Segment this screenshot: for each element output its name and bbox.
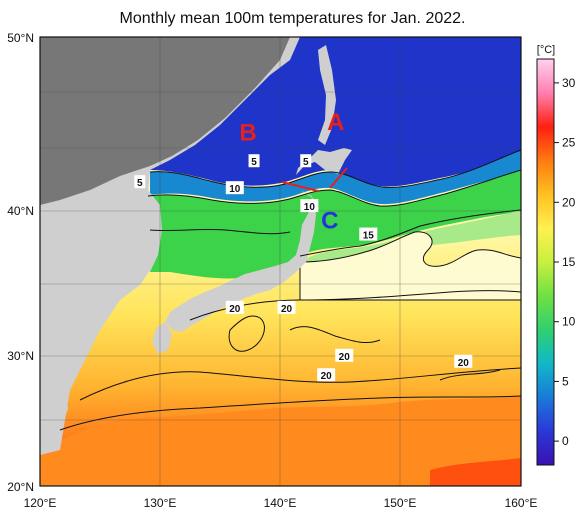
map-title: Monthly mean 100m temperatures for Jan. … [119,10,466,27]
contour-label-bg [225,300,244,314]
marker-line-a [329,167,348,189]
map-frame [39,36,522,487]
contour-label-bg [134,175,146,189]
lon-tick-label: 130°E [144,496,177,510]
hokkaido-land [296,148,352,175]
contour-label-bg [454,354,473,368]
ocean-cold-region [150,37,521,187]
contour-label: 10 [304,202,316,213]
marker-b: B [239,119,256,146]
colorbar-unit-label: [°C] [537,44,555,56]
ocean-hottest-region [430,458,521,486]
kyushu-land [152,322,172,354]
colorbar-ticks: 0 5 10 15 20 25 30 [554,76,576,448]
contour-label: 20 [339,352,351,363]
marker-a: A [327,109,344,136]
colorbar: [°C] 0 5 10 15 20 25 30 [536,44,576,466]
sakhalin-land [318,45,336,145]
lon-tick-label: 140°E [264,496,297,510]
lat-tick-label: 50°N [7,31,34,45]
contour-label: 20 [321,371,333,382]
taiwan-land [56,388,68,420]
contour-label-bg [300,199,319,213]
colorbar-tick-label: 25 [562,136,576,150]
contour-label-bg [359,227,378,241]
contour-label: 15 [363,231,375,242]
colorbar-tick-label: 15 [562,255,576,269]
contour-label-bg [317,368,336,382]
contour-label: 5 [303,157,309,168]
annotation-markers: A B C [239,109,348,235]
marker-line-b [281,181,319,192]
marker-c: C [321,208,338,235]
contour-label: 10 [229,184,241,195]
contour-label-bg [335,348,354,362]
contour-label: 5 [251,157,257,168]
contour-label: 20 [458,358,470,369]
lon-axis: 120°E 130°E 140°E 150°E 160°E [24,496,538,510]
japan-land [165,190,316,332]
contour-label: 20 [281,304,293,315]
lat-axis: 50°N 40°N 30°N 20°N [7,31,34,494]
contour-label: 20 [229,304,241,315]
colorbar-gradient [536,58,555,466]
colorbar-tick-label: 20 [562,195,576,209]
kuroshio-meander [299,231,521,301]
korea-land [138,190,162,272]
colorbar-tick-label: 5 [562,374,569,388]
contour-lines [59,149,521,431]
lat-tick-label: 40°N [7,204,34,218]
lon-tick-label: 120°E [24,496,57,510]
contour-labels: 5 5 5 10 10 15 20 20 20 20 20 [134,154,473,382]
contour-label-bg [277,300,296,314]
colorbar-tick-label: 10 [562,315,576,329]
land-shadow [40,37,290,205]
contour-label-bg [300,154,312,168]
colorbar-tick-label: 30 [562,76,576,90]
grid-lines [40,37,521,486]
lat-tick-label: 20°N [7,480,34,494]
colorbar-tick-label: 0 [562,434,569,448]
contour-label: 5 [137,178,143,189]
lon-tick-label: 160°E [505,496,538,510]
contour-label-bg [225,181,244,195]
contour-label-bg [248,154,260,168]
lon-tick-label: 150°E [384,496,417,510]
lat-tick-label: 30°N [7,349,34,363]
ocean-temperate-band [148,170,521,279]
